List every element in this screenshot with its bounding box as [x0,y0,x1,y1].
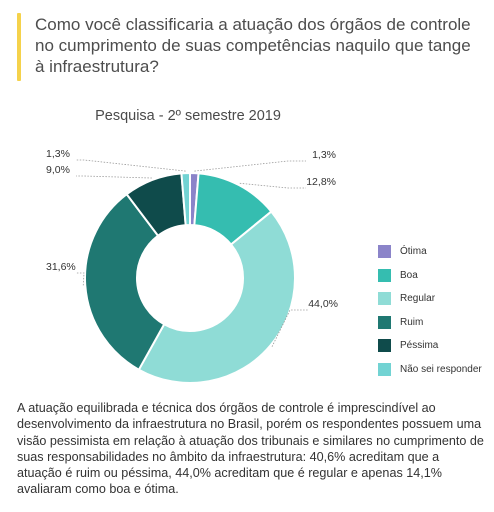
data-label-4: 9,0% [46,164,70,176]
leader-lines [76,159,308,347]
legend-item: Péssima [378,338,494,362]
legend-swatch [378,315,391,329]
legend-item: Não sei responder [378,362,494,386]
data-labels: 1,3% 12,8% 44,0% 31,6% 9,0% 1,3% [46,148,338,310]
legend-label: Boa [400,269,418,281]
legend-label: Não sei responder [400,363,482,375]
legend-swatch [378,339,391,353]
summary-text: A atuação equilibrada e técnica dos órgã… [17,401,484,497]
legend-swatch [378,245,391,258]
data-label-5: 1,3% [46,148,70,160]
slice-3 [84,192,166,372]
chart-question: Como você classificaria a atuação dos ór… [35,15,471,76]
accent-bar [17,13,21,81]
legend-label: Péssima [400,340,439,352]
legend-label: Ótima [400,246,427,257]
leader-line-0 [194,160,306,172]
legend-swatch [378,292,391,306]
legend-item: Ótima [378,244,494,268]
legend-swatch [378,268,391,282]
donut-chart: 1,3% 12,8% 44,0% 31,6% 9,0% 1,3% [46,148,338,384]
legend-item: Ruim [378,315,494,339]
legend: Ótima Boa Regular Ruim Péssima Não sei respon… [378,244,494,386]
slice-2 [137,210,296,384]
legend-item: Boa [378,268,494,292]
legend-label: Ruim [400,316,424,328]
slice-5 [180,171,191,227]
data-label-3: 31,6% [46,261,76,273]
legend-swatch [378,362,391,376]
legend-item: Regular [378,291,494,315]
leader-line-3 [76,272,85,286]
slices [84,171,296,384]
leader-line-5 [76,159,186,172]
data-label-1: 12,8% [306,176,336,188]
data-label-0: 1,3% [312,149,336,161]
chart-title: Pesquisa - 2º semestre 2019 [95,108,281,124]
legend-label: Regular [400,293,436,305]
leader-line-4 [76,175,152,179]
leader-line-1 [239,182,306,189]
data-label-2: 44,0% [308,298,338,310]
